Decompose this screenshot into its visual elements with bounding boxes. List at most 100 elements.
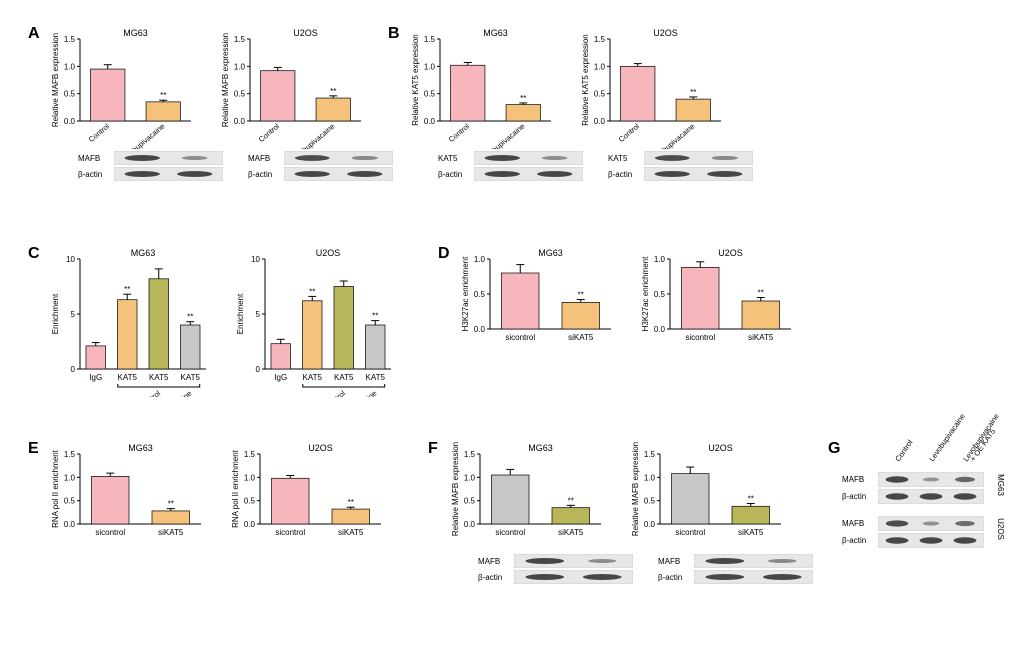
svg-text:U2OS: U2OS (653, 28, 678, 38)
svg-text:RNA pol II enrichment: RNA pol II enrichment (231, 449, 240, 528)
svg-text:Control: Control (87, 121, 112, 144)
svg-text:siKAT5: siKAT5 (338, 528, 364, 537)
svg-text:MG63: MG63 (123, 28, 148, 38)
svg-text:KAT5: KAT5 (118, 373, 138, 382)
svg-text:1.5: 1.5 (64, 35, 76, 44)
svg-text:**: ** (520, 94, 526, 103)
svg-text:10: 10 (251, 255, 260, 264)
svg-text:1.5: 1.5 (244, 450, 256, 459)
svg-text:0.0: 0.0 (64, 117, 76, 126)
svg-text:Control: Control (617, 121, 642, 144)
svg-text:0.5: 0.5 (424, 90, 436, 99)
chart-C-U2OS: U2OS0510EnrichmentIgG**KAT5KAT5**KAT5Con… (235, 247, 395, 397)
svg-text:Relative MAFB expression: Relative MAFB expression (221, 33, 230, 127)
panel-label-F: F (428, 440, 438, 458)
svg-text:Levobupivacaine: Levobupivacaine (961, 412, 1001, 463)
svg-text:sicontrol: sicontrol (275, 528, 305, 537)
svg-text:0.0: 0.0 (594, 117, 606, 126)
panel-label-B: B (388, 25, 400, 43)
svg-text:**: ** (690, 88, 696, 97)
svg-text:Levobupivacaine: Levobupivacaine (478, 122, 527, 149)
svg-text:MG63: MG63 (528, 443, 553, 453)
svg-text:Enrichment: Enrichment (51, 293, 60, 334)
svg-text:0: 0 (71, 365, 76, 374)
svg-text:MG63: MG63 (128, 443, 153, 453)
svg-text:1.5: 1.5 (464, 450, 476, 459)
panel-label-A: A (28, 25, 40, 43)
svg-text:Relative MAFB expression: Relative MAFB expression (51, 33, 60, 127)
svg-text:H3K27ac enrichment: H3K27ac enrichment (461, 256, 470, 331)
svg-text:Relative KAT5 expression: Relative KAT5 expression (581, 34, 590, 125)
chart-D-U2OS: U2OS0.00.51.0H3K27ac enrichmentsicontrol… (640, 247, 795, 357)
chart-E-U2OS: U2OS0.00.51.01.5RNA pol II enrichmentsic… (230, 442, 385, 552)
svg-text:KAT5: KAT5 (303, 373, 323, 382)
svg-text:MG63: MG63 (483, 28, 508, 38)
svg-text:**: ** (748, 494, 754, 503)
svg-text:sicontrol: sicontrol (505, 333, 535, 342)
svg-text:1.0: 1.0 (234, 62, 246, 71)
svg-text:0.5: 0.5 (654, 290, 666, 299)
svg-text:U2OS: U2OS (708, 443, 733, 453)
svg-text:siKAT5: siKAT5 (158, 528, 184, 537)
panel-label-G: G (828, 440, 840, 458)
svg-text:KAT5: KAT5 (366, 373, 386, 382)
svg-text:KAT5: KAT5 (149, 373, 169, 382)
panel-label-D: D (438, 245, 450, 263)
svg-text:Levobupivacaine: Levobupivacaine (118, 122, 167, 149)
svg-text:0.5: 0.5 (64, 497, 76, 506)
figure-root: A MG63 0.0 0.5 1.0 1.5 Relative MAFB expressio… (20, 20, 1000, 640)
svg-text:Levobupivacaine: Levobupivacaine (648, 122, 697, 149)
svg-text:sicontrol: sicontrol (675, 528, 705, 537)
svg-text:**: ** (124, 285, 130, 294)
svg-text:0.0: 0.0 (64, 520, 76, 529)
svg-text:1.5: 1.5 (234, 35, 246, 44)
svg-text:U2OS: U2OS (718, 248, 743, 258)
chart-F-MG63: MG63 0.0 0.5 1.0 1.5 Relative MAFB expression… (450, 442, 633, 584)
svg-text:**: ** (309, 287, 315, 296)
svg-text:1.0: 1.0 (594, 62, 606, 71)
svg-text:Control: Control (893, 438, 914, 463)
svg-text:Relative MAFB expression: Relative MAFB expression (451, 442, 460, 536)
svg-text:**: ** (578, 291, 584, 300)
svg-text:KAT5: KAT5 (181, 373, 201, 382)
svg-text:sicontrol: sicontrol (685, 333, 715, 342)
svg-text:RNA pol II enrichment: RNA pol II enrichment (51, 449, 60, 528)
svg-text:U2OS: U2OS (293, 28, 318, 38)
svg-text:0.5: 0.5 (464, 497, 476, 506)
svg-text:**: ** (348, 498, 354, 507)
svg-text:Relative MAFB expression: Relative MAFB expression (631, 442, 640, 536)
svg-text:siKAT5: siKAT5 (748, 333, 774, 342)
svg-text:**: ** (187, 313, 193, 322)
svg-text:siKAT5: siKAT5 (738, 528, 764, 537)
svg-text:MG63: MG63 (538, 248, 563, 258)
svg-text:Control: Control (138, 388, 163, 397)
svg-text:1.5: 1.5 (424, 35, 436, 44)
svg-text:sicontrol: sicontrol (495, 528, 525, 537)
svg-text:5: 5 (256, 310, 261, 319)
svg-text:Enrichment: Enrichment (236, 293, 245, 334)
chart-B-U2OS: U2OS0.00.51.01.5Relative KAT5 expression… (580, 27, 753, 181)
svg-text:0.5: 0.5 (234, 90, 246, 99)
svg-text:1.0: 1.0 (644, 473, 656, 482)
svg-text:0.0: 0.0 (424, 117, 436, 126)
svg-text:Control: Control (447, 121, 472, 144)
svg-text:0.0: 0.0 (464, 520, 476, 529)
svg-text:MG63: MG63 (996, 474, 1004, 496)
panel-label-E: E (28, 440, 39, 458)
svg-text:0: 0 (256, 365, 261, 374)
svg-text:siKAT5: siKAT5 (568, 333, 594, 342)
chart-A-MG63: MG630.00.51.01.5Relative MAFB expression… (50, 27, 223, 181)
svg-text:Control: Control (323, 388, 348, 397)
svg-text:**: ** (568, 496, 574, 505)
svg-text:1.0: 1.0 (64, 62, 76, 71)
svg-text:U2OS: U2OS (996, 518, 1004, 540)
svg-text:10: 10 (66, 255, 75, 264)
svg-text:1.0: 1.0 (464, 473, 476, 482)
svg-text:1.0: 1.0 (64, 473, 76, 482)
svg-text:0.0: 0.0 (644, 520, 656, 529)
chart-E-MG63: MG630.00.51.01.5RNA pol II enrichmentsic… (50, 442, 205, 552)
svg-text:0.0: 0.0 (234, 117, 246, 126)
svg-text:Control: Control (257, 121, 282, 144)
svg-text:U2OS: U2OS (308, 443, 333, 453)
svg-text:0.0: 0.0 (474, 325, 486, 334)
